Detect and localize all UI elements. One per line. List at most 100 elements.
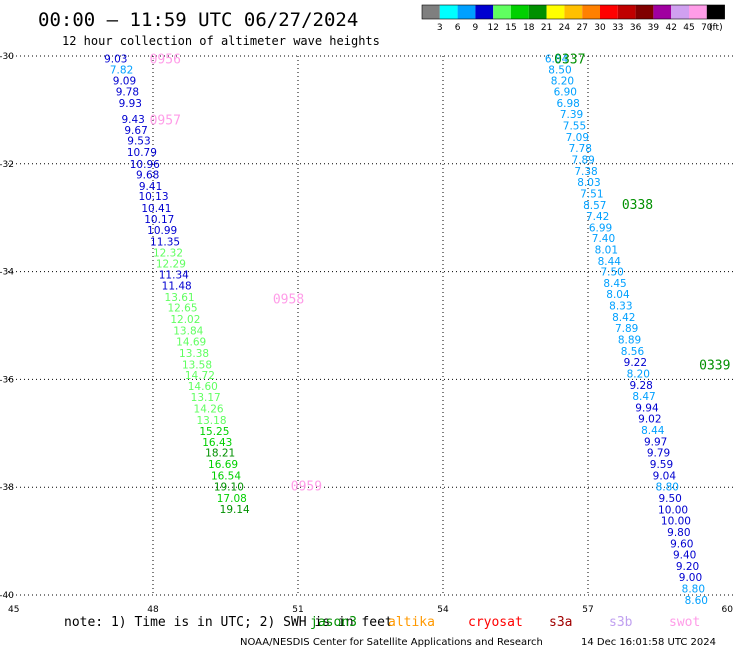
x-tick-label: 45: [8, 605, 19, 615]
data-label: 12.65: [167, 303, 197, 315]
color-swatch: [439, 5, 458, 19]
data-label: 16.69: [208, 459, 238, 471]
data-label: 11.48: [162, 281, 192, 293]
color-scale: 3 6 9 12 15 18 21 24 27 30 33 36 39 42 45 70(ft): [421, 4, 725, 33]
data-label: 9.67: [124, 125, 147, 137]
data-label: 7.89: [615, 323, 638, 335]
data-label: 9.02: [638, 414, 661, 426]
data-label: 12.02: [170, 314, 200, 326]
data-label: 10.17: [144, 214, 174, 226]
data-label: 8.47: [632, 391, 655, 403]
data-label: 16.43: [202, 437, 232, 449]
data-label: 19.10: [214, 482, 244, 494]
data-label: 8.60: [685, 595, 708, 607]
color-swatch: [689, 5, 707, 19]
pass-time-label: 0956: [150, 53, 181, 68]
data-label: 17.08: [217, 493, 247, 505]
pass-time-label: 0957: [150, 114, 181, 129]
legend-item-s3b: s3b: [609, 615, 633, 630]
y-tick-label: -30: [0, 52, 14, 62]
color-swatch: [457, 5, 476, 19]
data-label: 9.22: [624, 357, 647, 369]
data-label: 9.04: [653, 470, 677, 482]
color-swatch: [511, 5, 529, 19]
data-label: 7.89: [571, 154, 594, 166]
color-swatch: [706, 5, 725, 19]
color-swatch: [617, 5, 636, 19]
data-label: 9.03: [104, 54, 127, 66]
color-swatch: [653, 5, 672, 19]
footer-note: note: 1) Time is in UTC; 2) SWH is in fe…: [64, 615, 393, 630]
data-label: 10.99: [147, 225, 177, 237]
color-scale-label: 6: [455, 23, 461, 33]
data-label: 8.42: [612, 312, 635, 324]
data-label: 6.84: [545, 54, 569, 66]
y-tick-label: -32: [0, 160, 14, 170]
data-label: 8.44: [641, 425, 665, 437]
data-label: 10.41: [141, 203, 171, 215]
x-tick-label: 60: [722, 605, 734, 615]
data-label: 8.04: [606, 289, 630, 301]
data-label: 9.43: [121, 114, 144, 126]
data-label: 16.54: [211, 470, 241, 482]
data-points: 9.037.829.099.789.939.439.679.5310.7910.…: [104, 54, 708, 607]
satellite-legend: jason3 altika cryosat s3a s3b swot: [310, 615, 700, 630]
data-label: 13.61: [165, 292, 195, 304]
color-swatch: [528, 5, 547, 19]
color-swatch: [493, 5, 511, 19]
data-label: 10.13: [138, 191, 168, 203]
data-label: 7.82: [110, 64, 133, 76]
color-swatch: [582, 5, 600, 19]
color-swatch: [635, 5, 654, 19]
data-label: 7.55: [563, 121, 586, 133]
data-label: 9.60: [670, 538, 693, 550]
data-label: 15.25: [199, 426, 229, 438]
data-label: 13.17: [191, 392, 221, 404]
data-label: 8.03: [577, 177, 600, 189]
color-scale-label: 12: [487, 23, 498, 33]
color-scale-label: 42: [665, 23, 676, 33]
data-label: 8.44: [598, 256, 622, 268]
plot-grid: [8, 55, 733, 596]
color-swatch: [564, 5, 583, 19]
color-swatch: [546, 5, 565, 19]
data-label: 9.93: [119, 98, 142, 110]
legend-item-s3a: s3a: [549, 615, 572, 630]
data-label: 14.26: [194, 404, 224, 416]
data-label: 10.00: [661, 516, 691, 528]
data-label: 13.38: [179, 348, 209, 360]
data-label: 7.40: [592, 233, 615, 245]
data-label: 9.41: [139, 181, 162, 193]
data-label: 8.80: [682, 584, 705, 596]
color-swatch: [422, 5, 440, 19]
timestamp-text: 14 Dec 16:01:58 UTC 2024: [581, 637, 716, 648]
legend-item-cryosat: cryosat: [468, 615, 523, 630]
page-subtitle: 12 hour collection of altimeter wave hei…: [62, 34, 380, 48]
data-label: 7.42: [586, 211, 609, 223]
data-label: 13.18: [196, 415, 226, 427]
data-label: 9.20: [676, 561, 699, 573]
legend-item-altika: altika: [388, 615, 435, 630]
data-label: 9.28: [629, 380, 652, 392]
legend-item-jason3: jason3: [310, 615, 357, 630]
data-label: 7.39: [560, 109, 583, 121]
pass-time-label: 0959: [291, 480, 322, 495]
x-tick-label: 54: [437, 605, 449, 615]
x-tick-label: 57: [582, 605, 593, 615]
data-label: 19.14: [220, 504, 250, 516]
color-scale-label: 18: [523, 23, 535, 33]
color-scale-unit: (ft): [709, 23, 723, 33]
y-tick-label: -38: [0, 483, 14, 493]
color-swatch: [600, 5, 618, 19]
color-scale-label: 36: [630, 23, 642, 33]
color-scale-label: 33: [612, 23, 623, 33]
data-label: 8.50: [548, 64, 571, 76]
data-label: 9.94: [635, 402, 659, 414]
data-label: 9.80: [667, 527, 690, 539]
data-label: 8.89: [618, 335, 641, 347]
color-scale-label: 39: [648, 23, 660, 33]
data-label: 11.35: [150, 236, 180, 248]
data-label: 12.32: [153, 248, 183, 260]
data-label: 7.51: [580, 188, 603, 200]
data-label: 9.97: [644, 436, 667, 448]
